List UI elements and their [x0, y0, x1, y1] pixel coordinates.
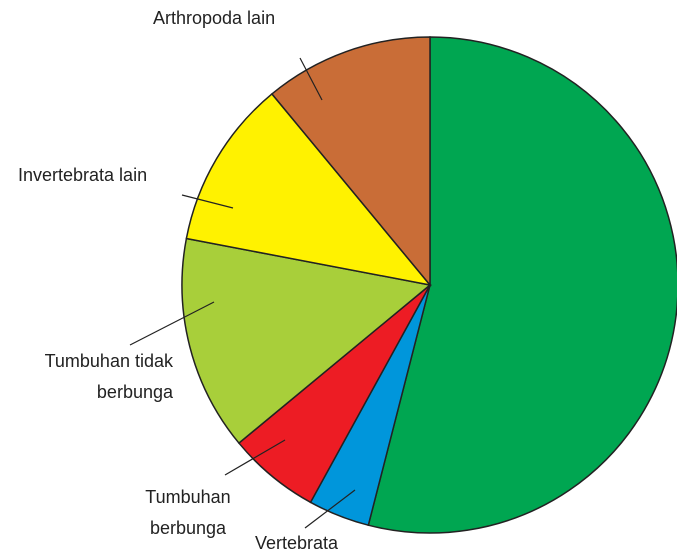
slice-label: Tumbuhan tidak berbunga: [44, 351, 173, 402]
leader-line: [181, 194, 234, 209]
leader-line: [304, 489, 356, 529]
pie-slice: [270, 36, 431, 288]
pie-slice: [367, 36, 677, 534]
slice-label: Invertebrata lain: [18, 165, 148, 185]
pie-slice: [185, 92, 432, 287]
pie-slice: [181, 237, 432, 445]
slice-label: Arthropoda lain: [153, 8, 276, 28]
slice-label: Tumbuhan berbunga: [145, 487, 231, 538]
leader-line: [224, 439, 286, 476]
leader-line: [129, 301, 215, 346]
slice-label: Vertebrata: [255, 533, 339, 553]
leaders: [129, 57, 356, 529]
leader-line: [299, 57, 323, 101]
